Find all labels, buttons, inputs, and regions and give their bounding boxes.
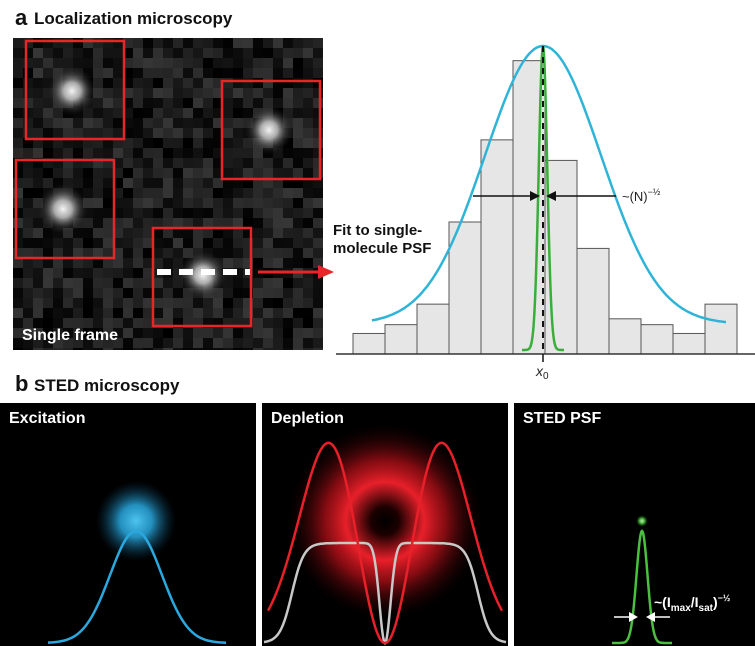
- molecule-spot-3: [38, 184, 88, 234]
- depletion-label: Depletion: [271, 410, 344, 427]
- excitation-label: Excitation: [9, 410, 86, 427]
- selection-box-1: [24, 39, 126, 141]
- precision-label: ~(N)−½: [622, 187, 661, 204]
- panel-b-title: STED microscopy: [34, 376, 180, 395]
- sted-arrowhead-left: [629, 612, 638, 622]
- sted-psf-panel: ~(Imax/Isat)−½ STED PSF: [514, 403, 755, 646]
- histogram-bar-5: [480, 139, 514, 355]
- single-frame-label: Single frame: [22, 327, 119, 344]
- selection-box-2: [220, 79, 322, 181]
- sted-psf-label: STED PSF: [523, 410, 602, 427]
- sted-resolution-label: ~(Imax/Isat)−½: [654, 593, 731, 614]
- sted-arrowhead-right: [646, 612, 655, 622]
- excitation-panel: Excitation: [0, 403, 256, 646]
- excitation-profile-curve: [47, 529, 227, 644]
- sted-profile-curve: [612, 529, 672, 645]
- histogram-bar-2: [384, 324, 418, 355]
- center-x0-label: x0: [535, 363, 549, 382]
- precision-arrowhead-right: [546, 191, 556, 201]
- fit-arrow: [258, 265, 334, 279]
- panel-a-letter: a: [15, 5, 28, 30]
- depletion-donut: [287, 423, 483, 619]
- sted-psf-svg: ~(Imax/Isat)−½: [612, 515, 731, 645]
- depletion-panel: Depletion: [262, 403, 508, 646]
- depletion-red-profile: [266, 441, 504, 645]
- histogram-bar-10: [640, 324, 674, 355]
- sted-spot: [636, 515, 648, 527]
- fit-label: Fit to single- molecule PSF: [333, 222, 431, 258]
- precision-arrowhead-left: [530, 191, 540, 201]
- histogram-bar-8: [576, 247, 610, 355]
- wide-gaussian-curve: [371, 44, 727, 324]
- panel-b-letter: b: [15, 371, 29, 396]
- depletion-svg: [263, 423, 507, 646]
- selection-box-4: [151, 226, 253, 328]
- histogram-bar-3: [416, 303, 450, 355]
- excitation-spot: [96, 481, 176, 561]
- histogram-bar-11: [672, 332, 706, 355]
- molecule-spot-2: [245, 106, 293, 154]
- panel-a-title: Localization microscopy: [34, 9, 233, 28]
- histogram-bar-1: [352, 332, 386, 355]
- fit-label-line2: molecule PSF: [333, 240, 432, 257]
- single-frame-image: Single frame: [13, 38, 323, 358]
- molecule-spot-1: [48, 67, 96, 115]
- histogram-bar-12: [704, 303, 738, 355]
- microscopy-frame-svg: [13, 38, 323, 358]
- histogram-bar-4: [448, 221, 482, 355]
- selection-box-3: [14, 158, 116, 260]
- fit-label-line1: Fit to single-: [333, 222, 423, 239]
- excitation-svg: [47, 481, 227, 644]
- histogram-bar-9: [608, 318, 642, 355]
- psf-histogram-chart: ~(N)−½ x0: [336, 44, 755, 382]
